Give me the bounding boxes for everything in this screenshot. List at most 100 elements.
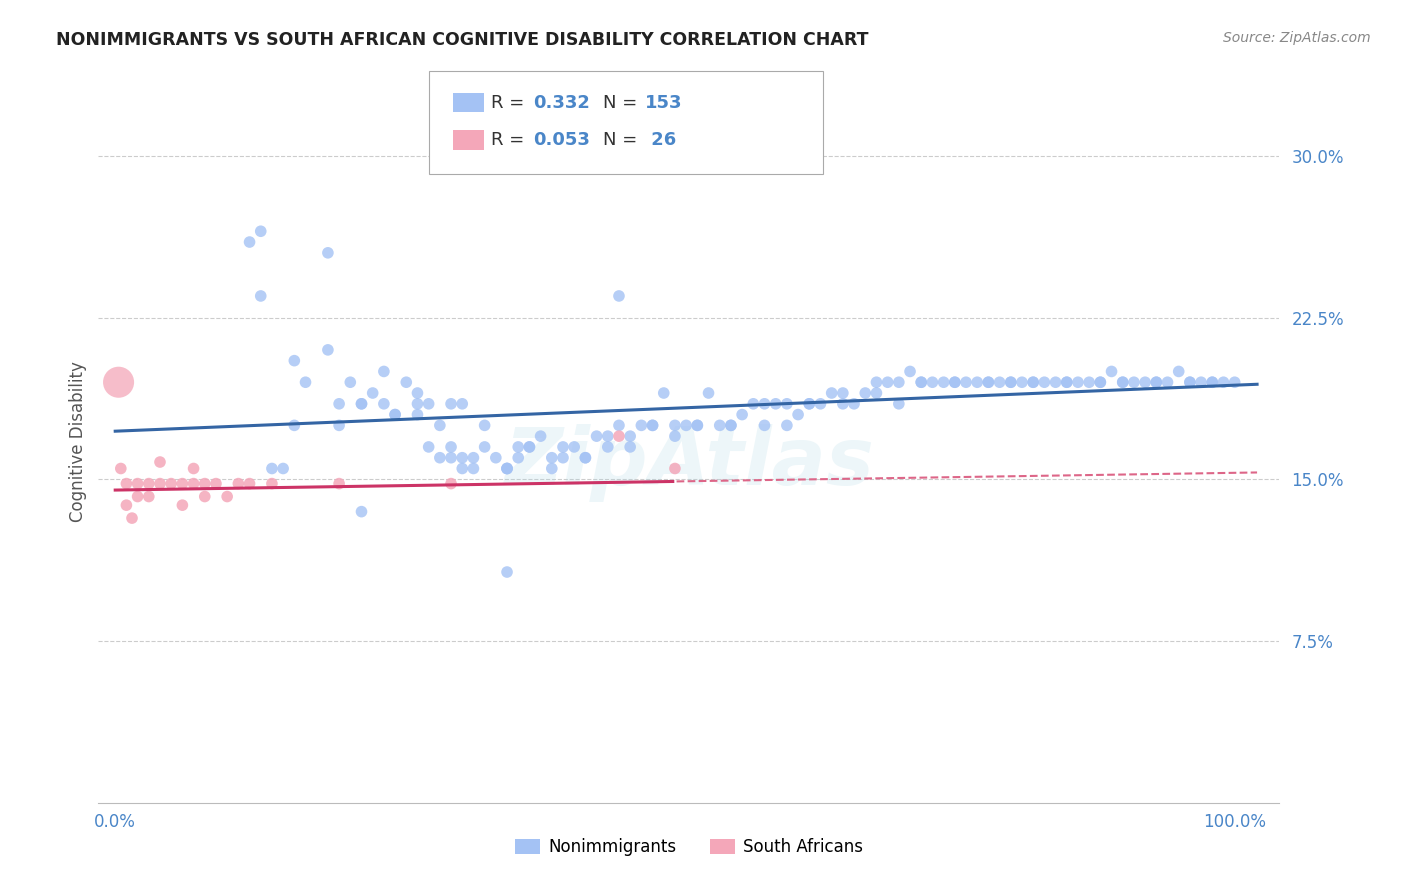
Point xyxy=(138,490,160,504)
Point xyxy=(1067,376,1090,390)
Point xyxy=(932,376,955,390)
Point xyxy=(508,440,530,454)
Text: 153: 153 xyxy=(645,94,683,112)
Point xyxy=(607,418,630,433)
Point xyxy=(799,397,821,411)
Point xyxy=(350,397,373,411)
Point xyxy=(149,455,172,469)
Text: Source: ZipAtlas.com: Source: ZipAtlas.com xyxy=(1223,31,1371,45)
Point xyxy=(1033,376,1056,390)
Point xyxy=(1178,376,1201,390)
Point xyxy=(160,476,183,491)
Point xyxy=(943,376,966,390)
Point xyxy=(249,289,271,303)
Point xyxy=(619,440,641,454)
Point xyxy=(641,418,664,433)
Point xyxy=(1201,376,1223,390)
Point xyxy=(127,476,149,491)
Point xyxy=(1056,376,1078,390)
Point xyxy=(1144,376,1167,390)
Point xyxy=(328,418,350,433)
Point xyxy=(955,376,977,390)
Point xyxy=(876,376,898,390)
Point xyxy=(238,476,260,491)
Point xyxy=(1223,376,1246,390)
Point xyxy=(451,397,474,411)
Point xyxy=(519,440,541,454)
Point xyxy=(350,397,373,411)
Point xyxy=(1022,376,1045,390)
Point xyxy=(799,397,821,411)
Point xyxy=(910,376,932,390)
Point xyxy=(384,408,406,422)
Point xyxy=(440,440,463,454)
Point xyxy=(853,386,876,401)
Point xyxy=(260,476,283,491)
Point xyxy=(474,440,496,454)
Point xyxy=(205,476,228,491)
Point xyxy=(138,476,160,491)
Point xyxy=(709,418,731,433)
Point xyxy=(283,418,305,433)
Point xyxy=(810,397,832,411)
Point xyxy=(127,490,149,504)
Point xyxy=(406,397,429,411)
Point xyxy=(697,386,720,401)
Point xyxy=(1090,376,1112,390)
Point xyxy=(406,408,429,422)
Point xyxy=(765,397,787,411)
Text: 0.053: 0.053 xyxy=(533,131,589,149)
Text: N =: N = xyxy=(603,94,643,112)
Point xyxy=(787,408,810,422)
Point xyxy=(294,376,316,390)
Point xyxy=(988,376,1011,390)
Point xyxy=(1000,376,1022,390)
Legend: Nonimmigrants, South Africans: Nonimmigrants, South Africans xyxy=(515,838,863,856)
Point xyxy=(339,376,361,390)
Point xyxy=(1045,376,1067,390)
Point xyxy=(451,450,474,465)
Point xyxy=(1122,376,1144,390)
Point xyxy=(887,397,910,411)
Point xyxy=(172,498,194,512)
Point xyxy=(1189,376,1212,390)
Point xyxy=(463,461,485,475)
Point xyxy=(551,440,574,454)
Point xyxy=(1000,376,1022,390)
Point xyxy=(110,461,132,475)
Point xyxy=(619,429,641,443)
Point xyxy=(183,461,205,475)
Text: R =: R = xyxy=(491,131,530,149)
Point xyxy=(1178,376,1201,390)
Point xyxy=(194,490,217,504)
Point xyxy=(429,450,451,465)
Point xyxy=(373,364,395,378)
Point xyxy=(149,476,172,491)
Point xyxy=(754,397,776,411)
Point xyxy=(921,376,943,390)
Point xyxy=(418,440,440,454)
Point xyxy=(776,397,799,411)
Point xyxy=(115,498,138,512)
Point xyxy=(585,429,607,443)
Point xyxy=(1056,376,1078,390)
Point xyxy=(384,408,406,422)
Point xyxy=(361,386,384,401)
Point xyxy=(966,376,988,390)
Point xyxy=(440,397,463,411)
Point xyxy=(1212,376,1234,390)
Point xyxy=(664,429,686,443)
Point xyxy=(865,386,887,401)
Point xyxy=(496,461,519,475)
Point xyxy=(664,418,686,433)
Text: ZipAtlas: ZipAtlas xyxy=(503,425,875,502)
Point xyxy=(720,418,742,433)
Point xyxy=(1022,376,1045,390)
Point xyxy=(1090,376,1112,390)
Point xyxy=(238,235,260,249)
Point xyxy=(429,418,451,433)
Point xyxy=(898,364,921,378)
Point xyxy=(1167,364,1189,378)
Point xyxy=(1156,376,1178,390)
Point xyxy=(1133,376,1156,390)
